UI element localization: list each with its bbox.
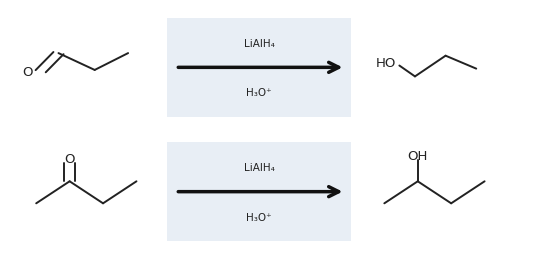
Text: H₃O⁺: H₃O⁺ — [246, 213, 272, 222]
Text: OH: OH — [408, 150, 428, 163]
Text: H₃O⁺: H₃O⁺ — [246, 88, 272, 98]
Text: O: O — [23, 66, 33, 79]
FancyBboxPatch shape — [167, 142, 351, 241]
FancyBboxPatch shape — [167, 18, 351, 117]
Text: HO: HO — [375, 57, 395, 70]
Text: LiAlH₄: LiAlH₄ — [243, 163, 275, 173]
Text: O: O — [65, 153, 75, 166]
Text: LiAlH₄: LiAlH₄ — [243, 39, 275, 49]
